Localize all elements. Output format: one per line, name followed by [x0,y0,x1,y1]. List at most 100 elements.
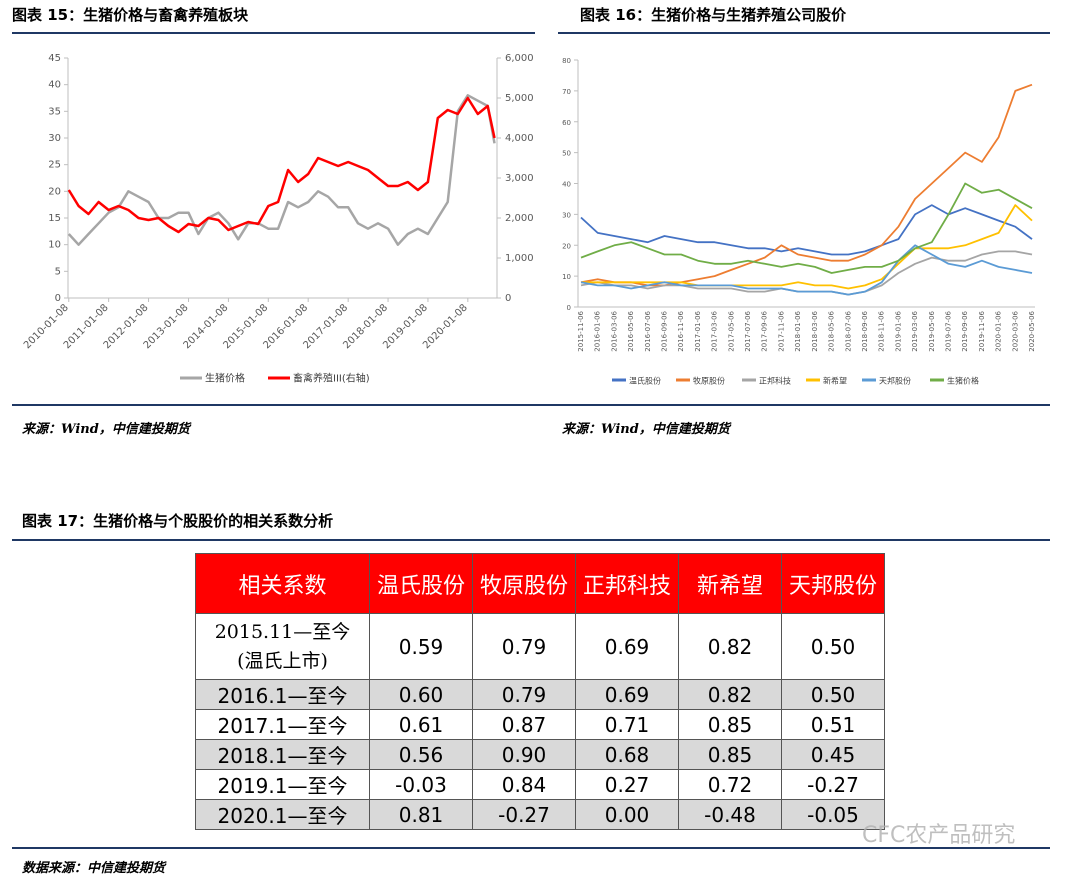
value-cell: -0.27 [781,769,885,800]
table-row: 2016.1—至今 0.60 0.79 0.69 0.82 0.50 [195,679,885,710]
value-cell: 0.85 [678,709,782,740]
legend-label: 正邦科技 [759,376,791,386]
value-cell: 0.45 [781,739,885,770]
series-line [580,244,1033,296]
y-tick-label: 10 [48,240,61,251]
value-cell: 0.79 [472,679,576,710]
value-cell: 0.69 [575,613,679,680]
value-cell: 0.71 [575,709,679,740]
value-cell: 0.59 [369,613,473,680]
table-row: 2020.1—至今 0.81 -0.27 0.00 -0.48 -0.05 [195,799,885,830]
y-tick-label: 45 [48,53,61,64]
chart-title: 图表 16：生猪价格与生猪养殖公司股价 [580,6,847,24]
y2-tick-label: 1,000 [505,253,534,264]
y-tick-label: 35 [48,106,61,117]
series-line [580,204,1033,256]
value-cell: -0.48 [678,799,782,830]
header-cell: 牧原股份 [472,553,576,614]
row-label-text: 2017.1—至今 [217,714,348,738]
row-label-text: 2015.11—至今 [214,620,351,643]
x-tick-label: 2016-09-06 [661,310,669,351]
y2-tick-label: 4,000 [505,133,534,144]
x-tick-label: 2018-11-06 [878,310,886,351]
value-cell: -0.05 [781,799,885,830]
value-cell: 0.79 [472,613,576,680]
value-cell: 0.81 [369,799,473,830]
value-cell: 0.56 [369,739,473,770]
x-tick-label: 2017-11-06 [777,310,785,351]
source: 数据来源：中信建投期货 [22,860,167,876]
x-tick-label: 2018-07-06 [844,310,852,351]
y-tick-label: 40 [48,80,61,91]
y-tick-label: 5 [55,266,61,277]
y-tick-label: 25 [48,160,61,171]
value-cell: 0.90 [472,739,576,770]
y-tick-label: 10 [562,273,571,281]
x-tick-label: 2017-03-06 [711,310,719,351]
value-cell: 0.60 [369,679,473,710]
x-tick-label: 2019-05-06 [928,310,936,351]
x-tick-label: 2018-01-06 [794,310,802,351]
y-tick-label: 30 [562,211,571,219]
table-row: 2015.11—至今 (温氏上市) 0.59 0.79 0.69 0.82 0.50 [195,613,885,680]
value-cell: -0.03 [369,769,473,800]
series-line [67,94,496,246]
x-tick-label: 2019-07-06 [944,310,952,351]
y2-tick-label: 6,000 [505,53,534,64]
y-tick-label: 20 [48,186,61,197]
row-note: (温氏上市) [237,649,328,672]
value-cell: 0.61 [369,709,473,740]
legend-label: 畜禽养殖III(右轴) [293,372,370,385]
value-cell: 0.27 [575,769,679,800]
value-cell: 0.87 [472,709,576,740]
row-label-text: 2020.1—至今 [217,804,348,828]
series-line [580,83,1033,287]
x-tick-label: 2015-11-06 [577,310,585,351]
y-tick-label: 70 [562,88,571,96]
row-label-text: 2019.1—至今 [217,774,348,798]
x-tick-label: 2019-09-06 [961,310,969,351]
x-tick-label: 2017-05-06 [727,310,735,351]
legend-label: 生猪价格 [205,372,245,385]
charts: 2010-01-082011-01-082012-01-082013-01-08… [22,53,1036,386]
value-cell: 0.69 [575,679,679,710]
x-tick-label: 2017-09-06 [761,310,769,351]
value-cell: 0.51 [781,709,885,740]
series-line [580,182,1033,274]
y-tick-label: 15 [48,213,61,224]
y2-tick-label: 0 [505,293,511,304]
row-label-text: 2018.1—至今 [217,744,348,768]
legend-label: 牧原股份 [693,376,725,386]
chart-title: 图表 15：生猪价格与畜禽养殖板块 [12,6,249,24]
header-cell: 相关系数 [195,553,370,614]
value-cell: 0.85 [678,739,782,770]
source: 来源：Wind，中信建投期货 [22,421,192,437]
legend-label: 生猪价格 [947,376,979,386]
header-row: 相关系数 温氏股份 牧原股份 正邦科技 新希望 天邦股份 [195,553,885,614]
x-tick-label: 2018-03-06 [811,310,819,351]
table-row: 2019.1—至今 -0.03 0.84 0.27 0.72 -0.27 [195,769,885,800]
y-tick-label: 0 [55,293,61,304]
y2-tick-label: 2,000 [505,213,534,224]
x-tick-label: 2017-07-06 [744,310,752,351]
x-tick-label: 2016-11-06 [677,310,685,351]
x-tick-label: 2019-11-06 [978,310,986,351]
x-tick-label: 2016-03-06 [610,310,618,351]
legend-label: 温氏股份 [629,376,661,386]
row-label-text: 2016.1—至今 [217,684,348,708]
y2-tick-label: 5,000 [505,93,534,104]
table-title: 图表 17：生猪价格与个股股价的相关系数分析 [22,512,333,530]
value-cell: -0.27 [472,799,576,830]
legend-label: 天邦股份 [879,376,911,386]
x-tick-label: 2019-01-06 [894,310,902,351]
row-label: 2017.1—至今 [195,709,370,740]
x-tick-label: 2018-05-06 [828,310,836,351]
x-tick-label: 2016-05-06 [627,310,635,351]
series-line [67,96,496,234]
value-cell: 0.82 [678,613,782,680]
row-label: 2018.1—至今 [195,739,370,770]
header-cell: 正邦科技 [575,553,679,614]
y-tick-label: 0 [567,304,571,312]
legend-label: 新希望 [823,376,847,386]
